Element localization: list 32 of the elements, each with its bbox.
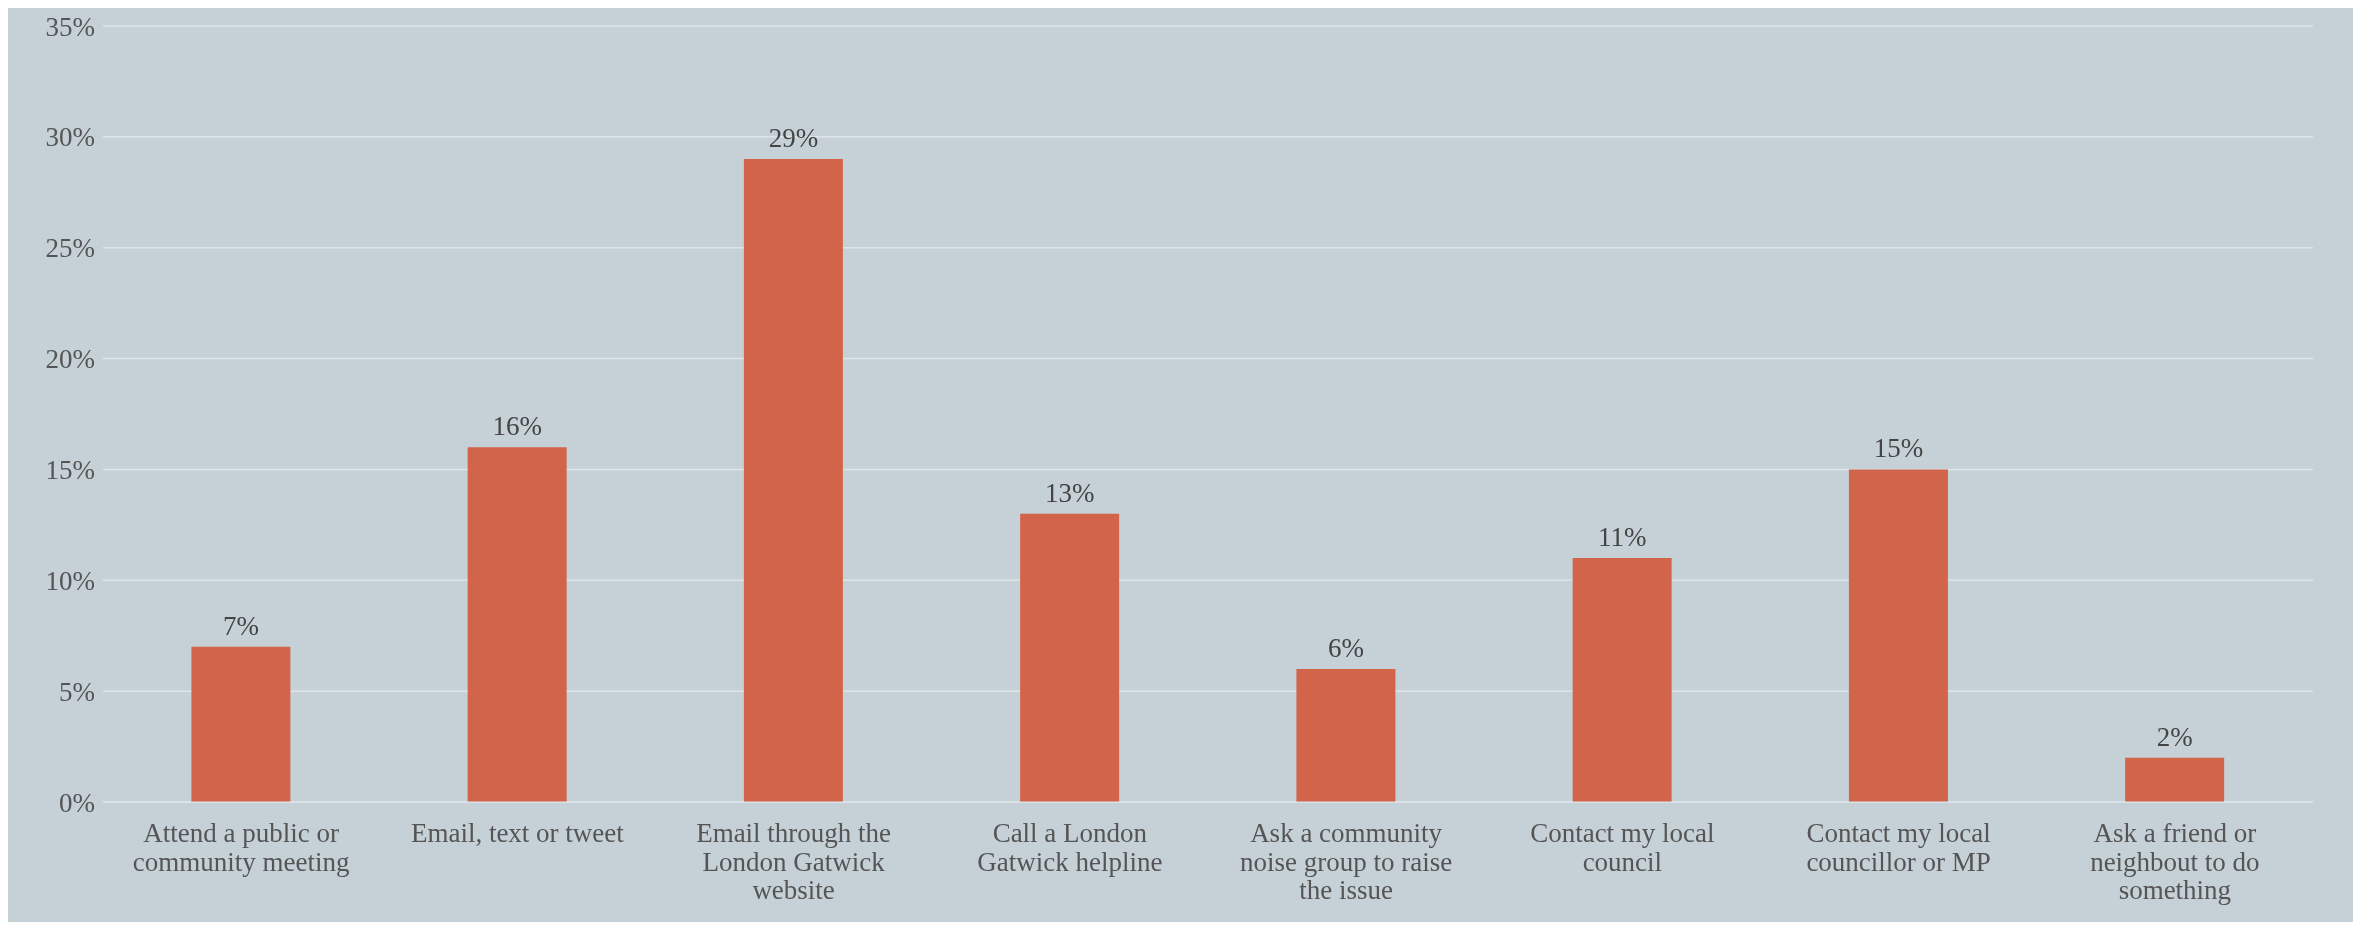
x-tick-label: Email, text or tweet	[410, 818, 625, 849]
data-label: 29%	[768, 123, 819, 154]
data-label: 6%	[1327, 632, 1364, 663]
y-tick-label: 15%	[45, 455, 95, 486]
bar	[743, 159, 843, 802]
data-label: 2%	[2156, 721, 2193, 752]
x-tick-label: Ask a community noise group to raise the issue	[1240, 818, 1453, 905]
data-label: 13%	[1044, 477, 1095, 508]
y-tick-label: 0%	[59, 787, 95, 818]
x-tick-label: Call a London Gatwick helpline	[977, 818, 1163, 877]
bar	[2125, 757, 2225, 802]
y-tick-label: 35%	[45, 11, 95, 42]
bar	[1020, 513, 1120, 802]
bar	[1296, 668, 1396, 802]
data-label: 7%	[222, 610, 259, 641]
x-tick-label: Attend a public or community meeting	[132, 818, 350, 877]
x-tick-label: Contact my local councillor or MP	[1806, 818, 1991, 877]
data-label: 11%	[1597, 522, 1647, 553]
y-tick-label: 20%	[45, 344, 95, 375]
bar	[191, 646, 291, 802]
y-tick-label: 30%	[45, 122, 95, 153]
bar	[467, 447, 567, 802]
bar	[1848, 469, 1948, 802]
data-label: 15%	[1873, 433, 1924, 464]
x-tick-label: Ask a friend or neighbout to do something	[2090, 818, 2260, 905]
y-tick-label: 25%	[45, 233, 95, 264]
x-tick-label: Contact my local council	[1530, 818, 1715, 877]
x-tick-label: Email through the London Gatwick website	[696, 818, 892, 905]
bar	[1572, 558, 1672, 802]
y-tick-label: 10%	[45, 565, 95, 596]
data-label: 16%	[492, 411, 542, 442]
y-tick-label: 5%	[59, 676, 95, 707]
